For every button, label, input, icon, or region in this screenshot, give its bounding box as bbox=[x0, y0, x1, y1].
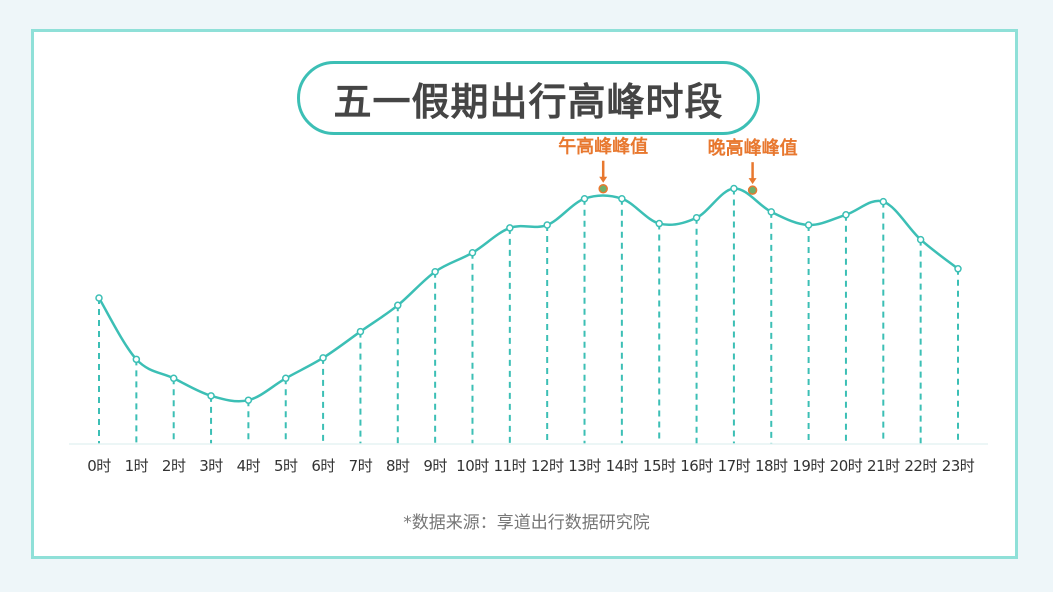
x-tick-label: 17时 bbox=[718, 457, 751, 475]
data-point bbox=[879, 197, 888, 206]
x-tick-label: 3时 bbox=[199, 457, 223, 475]
data-point bbox=[842, 211, 850, 219]
source-note: *数据来源：享道出行数据研究院 bbox=[403, 513, 650, 533]
data-point bbox=[356, 327, 365, 336]
data-point bbox=[281, 374, 290, 383]
data-point bbox=[132, 355, 141, 364]
peak-arrow-head bbox=[599, 176, 608, 183]
peak-annotations: 午高峰峰值 晚高峰峰值 bbox=[558, 136, 798, 195]
x-tick-label: 18时 bbox=[755, 457, 788, 475]
x-tick-label: 5时 bbox=[274, 457, 298, 475]
x-tick-label: 20时 bbox=[830, 457, 863, 475]
series-line bbox=[97, 187, 959, 403]
data-point bbox=[767, 208, 776, 216]
x-tick-label: 23时 bbox=[942, 457, 975, 475]
data-point bbox=[244, 396, 253, 404]
data-point bbox=[954, 265, 962, 273]
data-point bbox=[543, 221, 551, 229]
x-tick-label: 12时 bbox=[531, 457, 564, 475]
x-tick-label: 21时 bbox=[867, 457, 900, 475]
dashed-guides bbox=[98, 188, 959, 444]
x-tick-label: 19时 bbox=[792, 457, 825, 475]
x-tick-label: 4时 bbox=[237, 457, 261, 475]
data-point bbox=[95, 294, 103, 302]
x-tick-label: 15时 bbox=[643, 457, 676, 475]
data-points bbox=[95, 184, 962, 404]
data-point bbox=[804, 221, 813, 229]
x-tick-label: 8时 bbox=[386, 457, 410, 475]
data-point bbox=[580, 194, 589, 203]
x-tick-labels: 0时 1时 2时 3时 4时 5时 6时 7时 8时 9时 10时 11时 12时 13时 14时 15时 16… bbox=[87, 457, 975, 475]
x-tick-label: 0时 bbox=[87, 457, 111, 475]
data-point bbox=[916, 235, 925, 244]
x-tick-label: 6时 bbox=[311, 457, 335, 475]
peak-marker bbox=[598, 183, 608, 194]
peak-marker bbox=[747, 185, 758, 195]
data-point bbox=[319, 354, 327, 362]
x-tick-label: 22时 bbox=[904, 457, 937, 475]
data-point bbox=[506, 224, 514, 232]
data-point bbox=[207, 392, 215, 400]
x-tick-label: 14时 bbox=[606, 457, 639, 475]
x-tick-label: 13时 bbox=[568, 457, 601, 475]
data-point bbox=[692, 213, 701, 222]
data-point bbox=[394, 301, 402, 310]
x-tick-label: 9时 bbox=[423, 457, 447, 475]
x-tick-label: 11时 bbox=[494, 457, 527, 475]
x-tick-label: 7时 bbox=[349, 457, 373, 475]
peak-label: 晚高峰峰值 bbox=[708, 137, 798, 159]
data-point bbox=[169, 374, 178, 383]
x-tick-label: 2时 bbox=[162, 457, 186, 475]
data-point bbox=[468, 248, 477, 257]
data-point bbox=[655, 219, 663, 228]
x-tick-label: 16时 bbox=[680, 457, 713, 475]
title-pill: 五一假期出行高峰时段 bbox=[297, 61, 760, 135]
data-point bbox=[431, 267, 439, 276]
peak-arrow-head bbox=[748, 178, 757, 185]
x-tick-label: 10时 bbox=[456, 457, 489, 475]
x-tick-label: 1时 bbox=[125, 457, 149, 475]
data-point bbox=[618, 194, 626, 203]
chart-title: 五一假期出行高峰时段 bbox=[333, 79, 724, 124]
peak-label: 午高峰峰值 bbox=[558, 136, 648, 158]
data-point bbox=[730, 184, 738, 193]
